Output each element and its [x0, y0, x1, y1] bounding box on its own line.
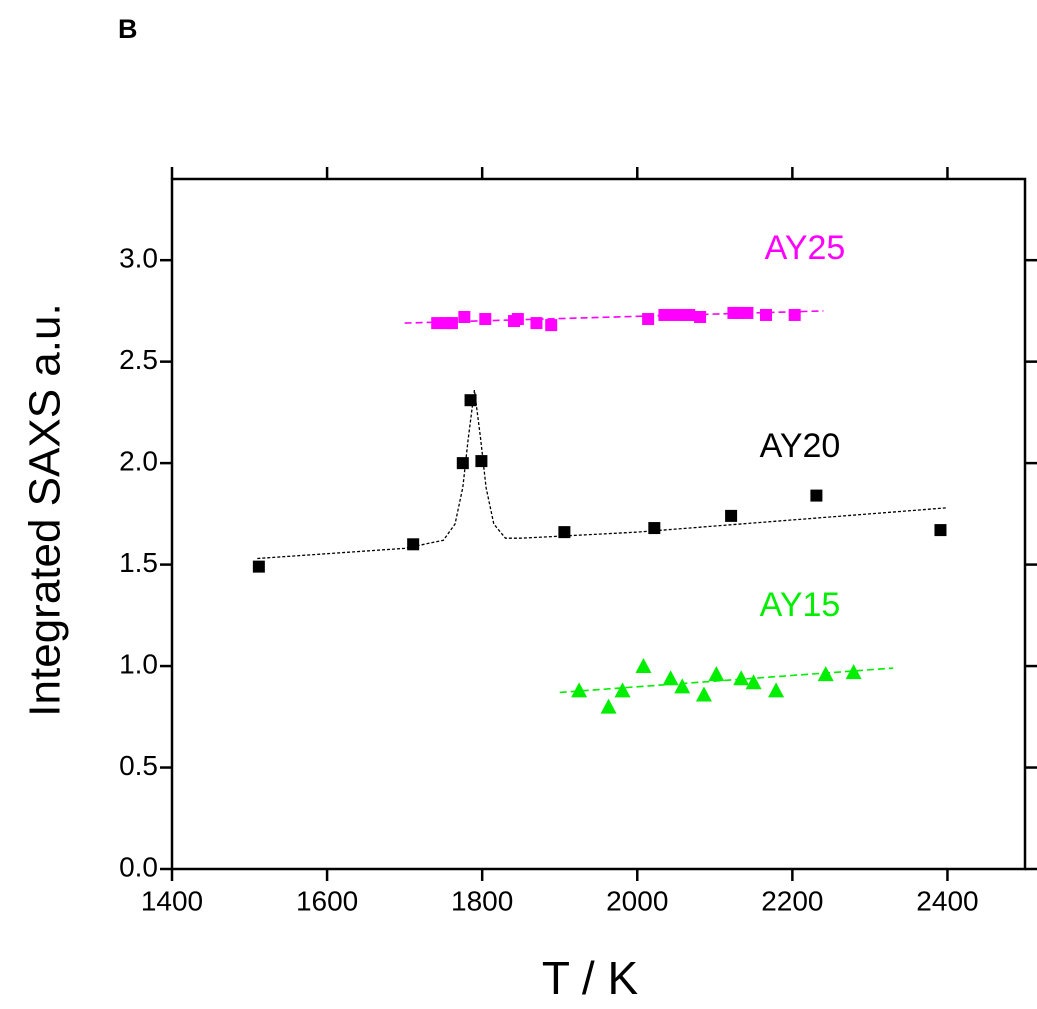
point — [732, 306, 745, 319]
point — [683, 308, 696, 321]
point — [695, 686, 712, 702]
point — [759, 308, 772, 321]
point — [456, 457, 469, 470]
point — [817, 666, 834, 682]
panel-label: B — [118, 14, 138, 44]
point — [741, 306, 754, 319]
point — [407, 538, 420, 551]
x-axis-title: T / K — [542, 952, 639, 1004]
point — [458, 311, 471, 323]
point — [708, 666, 725, 682]
point — [571, 682, 588, 698]
point — [662, 670, 679, 686]
series-label: AY25 — [765, 229, 846, 267]
point — [642, 313, 655, 326]
point — [669, 308, 682, 321]
y-tick-label: 2.5 — [119, 344, 158, 375]
y-tick-label: 0.5 — [119, 750, 158, 781]
point — [600, 698, 617, 714]
fit-line — [257, 389, 948, 560]
point — [511, 313, 524, 326]
y-axis-title: Integrated SAXS a.u. — [21, 303, 70, 716]
point — [479, 313, 492, 326]
fit-line — [559, 667, 894, 694]
point — [768, 682, 785, 698]
point — [431, 317, 444, 330]
series-label: AY15 — [760, 586, 841, 624]
point — [733, 670, 750, 686]
y-tick-label: 0.0 — [119, 851, 158, 882]
point — [558, 526, 571, 539]
x-tick-label: 2000 — [606, 885, 668, 916]
point — [845, 664, 862, 680]
point — [252, 560, 265, 573]
x-tick-label: 2200 — [761, 885, 823, 916]
x-tick-label: 1400 — [141, 885, 203, 916]
y-tick-label: 3.0 — [119, 243, 158, 274]
x-tick-label: 1800 — [451, 885, 513, 916]
point — [725, 509, 738, 522]
fit-line — [404, 310, 824, 324]
y-tick-label: 1.5 — [119, 547, 158, 578]
point — [648, 522, 661, 535]
plot-frame — [170, 177, 1027, 871]
y-tick-label: 2.0 — [119, 446, 158, 477]
point — [464, 394, 477, 407]
x-tick-label: 2400 — [916, 885, 978, 916]
point — [934, 524, 947, 537]
point — [530, 317, 543, 330]
point — [445, 317, 458, 330]
point — [658, 308, 671, 321]
point — [694, 311, 707, 323]
y-tick-label: 1.0 — [119, 648, 158, 679]
point — [810, 489, 823, 502]
point — [614, 682, 631, 698]
point — [745, 674, 762, 690]
point — [545, 319, 558, 332]
x-tick-label: 1600 — [296, 885, 358, 916]
point — [635, 658, 652, 674]
point — [674, 678, 691, 694]
point — [475, 455, 488, 468]
point — [788, 308, 801, 321]
series-label: AY20 — [760, 427, 841, 465]
